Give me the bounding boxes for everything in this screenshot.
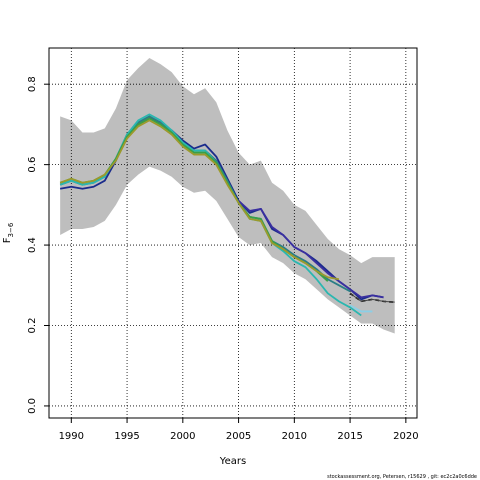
y-tick-label-3: 0.6 [27, 157, 38, 173]
x-tick-label-5: 2015 [337, 431, 362, 442]
series-line-1 [237, 200, 384, 299]
y-tick-label-1: 0.2 [27, 318, 38, 334]
y-axis-title-main: F [2, 237, 13, 243]
confidence-band-layer [60, 58, 395, 334]
series-line-6 [349, 304, 373, 313]
y-axis: 0.0 0.2 0.4 0.6 0.8 [27, 76, 49, 414]
svg-text:F3−6: F3−6 [2, 222, 15, 243]
x-tick-label-4: 2010 [282, 431, 307, 442]
series-line-5 [59, 119, 340, 281]
series-layer [59, 113, 395, 317]
x-axis-title: Years [219, 456, 246, 467]
confidence-band [60, 58, 395, 334]
series-line-8 [349, 292, 395, 303]
footer-credit: stockassessment.org, Petersen, r15629 , … [327, 474, 477, 480]
y-tick-label-4: 0.8 [27, 76, 38, 92]
y-tick-label-0: 0.0 [27, 398, 38, 414]
x-tick-label-3: 2005 [226, 431, 251, 442]
y-tick-label-2: 0.4 [27, 237, 38, 253]
y-axis-title-sub: 3−6 [7, 222, 15, 237]
grid-layer [49, 48, 417, 418]
x-axis: 1990 1995 2000 2005 2010 2015 2020 [59, 418, 419, 442]
x-tick-label-0: 1990 [59, 431, 84, 442]
x-tick-label-1: 1995 [114, 431, 139, 442]
plot-frame [48, 47, 418, 419]
x-tick-label-2: 2000 [170, 431, 195, 442]
y-axis-title: F3−6 [2, 222, 15, 243]
x-tick-label-6: 2020 [393, 431, 418, 442]
